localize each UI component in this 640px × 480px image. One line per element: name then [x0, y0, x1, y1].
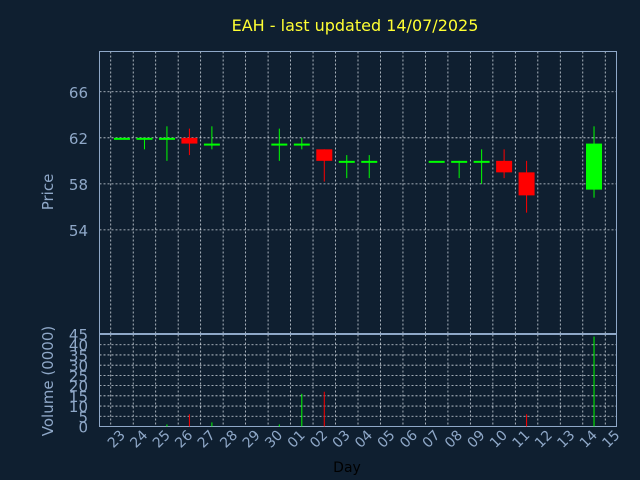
day-tick-label: 24 — [127, 427, 151, 451]
price-axis-label: Price — [39, 174, 57, 211]
day-tick-label: 07 — [420, 428, 444, 452]
volume-tick-label: 25 — [69, 367, 88, 385]
x-axis-label: Day — [333, 460, 361, 476]
volume-tick-label: 35 — [69, 347, 88, 365]
day-tick-label: 03 — [330, 428, 354, 452]
volume-tick-label: 0 — [78, 419, 88, 437]
day-tick-label: 26 — [172, 427, 196, 451]
candle-body — [136, 137, 153, 140]
day-gridlines — [110, 51, 606, 427]
day-tick-label: 05 — [375, 428, 399, 452]
day-tick-label: 30 — [262, 428, 286, 452]
candles-layer — [113, 126, 603, 213]
day-tick-label: 10 — [487, 428, 511, 452]
candle-body — [293, 143, 310, 146]
candle-body — [316, 149, 333, 161]
price-panel-frame — [99, 51, 617, 334]
day-tick-label: 28 — [217, 428, 241, 452]
candle-body — [203, 143, 220, 146]
day-tick-label: 01 — [285, 428, 309, 452]
day-tick-label: 27 — [195, 428, 219, 452]
day-tick-label: 15 — [599, 428, 623, 452]
candle-body — [428, 160, 445, 163]
volume-tick-label: 10 — [69, 398, 88, 416]
candle-body — [338, 160, 355, 163]
day-tick-label: 29 — [240, 428, 264, 452]
price-tick-label: 58 — [69, 176, 88, 194]
day-axis: 2324252627282930010203040506070809101112… — [105, 427, 623, 451]
day-tick-label: 25 — [150, 428, 174, 452]
volume-bars-layer — [166, 336, 595, 427]
candle-body — [361, 160, 378, 163]
price-tick-label: 66 — [69, 84, 88, 102]
candle-body — [113, 137, 130, 140]
day-tick-label: 04 — [352, 427, 376, 451]
volume-axis-label: Volume (0000) — [39, 326, 57, 436]
volume-tick-label: 20 — [69, 378, 88, 396]
price-axis: 54 58 62 66 45 — [69, 84, 88, 344]
candle-body — [586, 143, 603, 190]
day-tick-label: 02 — [307, 428, 331, 452]
candle-body — [473, 160, 490, 163]
day-tick-label: 14 — [577, 427, 601, 451]
day-tick-label: 13 — [554, 428, 578, 452]
candle-body — [451, 160, 468, 163]
day-tick-label: 12 — [532, 428, 556, 452]
candle-body — [518, 172, 535, 196]
volume-tick-label: 15 — [69, 388, 88, 406]
chart-title: EAH - last updated 14/07/2025 — [232, 16, 479, 35]
day-tick-label: 09 — [465, 428, 489, 452]
volume-panel-frame — [99, 334, 617, 427]
day-tick-label: 08 — [442, 428, 466, 452]
volume-tick-label: 30 — [69, 357, 88, 375]
candle-body — [496, 160, 513, 173]
day-tick-label: 23 — [105, 428, 129, 452]
candle-body — [158, 137, 175, 140]
volume-tick-label: 5 — [78, 408, 88, 426]
price-floor-tick-label: 45 — [69, 326, 88, 344]
price-tick-label: 54 — [69, 222, 88, 240]
price-tick-label: 62 — [69, 130, 88, 148]
volume-tick-label: 40 — [69, 337, 88, 355]
candle-body — [271, 143, 288, 146]
day-tick-label: 11 — [509, 428, 533, 452]
day-tick-label: 06 — [397, 427, 421, 451]
candle-body — [181, 137, 198, 144]
